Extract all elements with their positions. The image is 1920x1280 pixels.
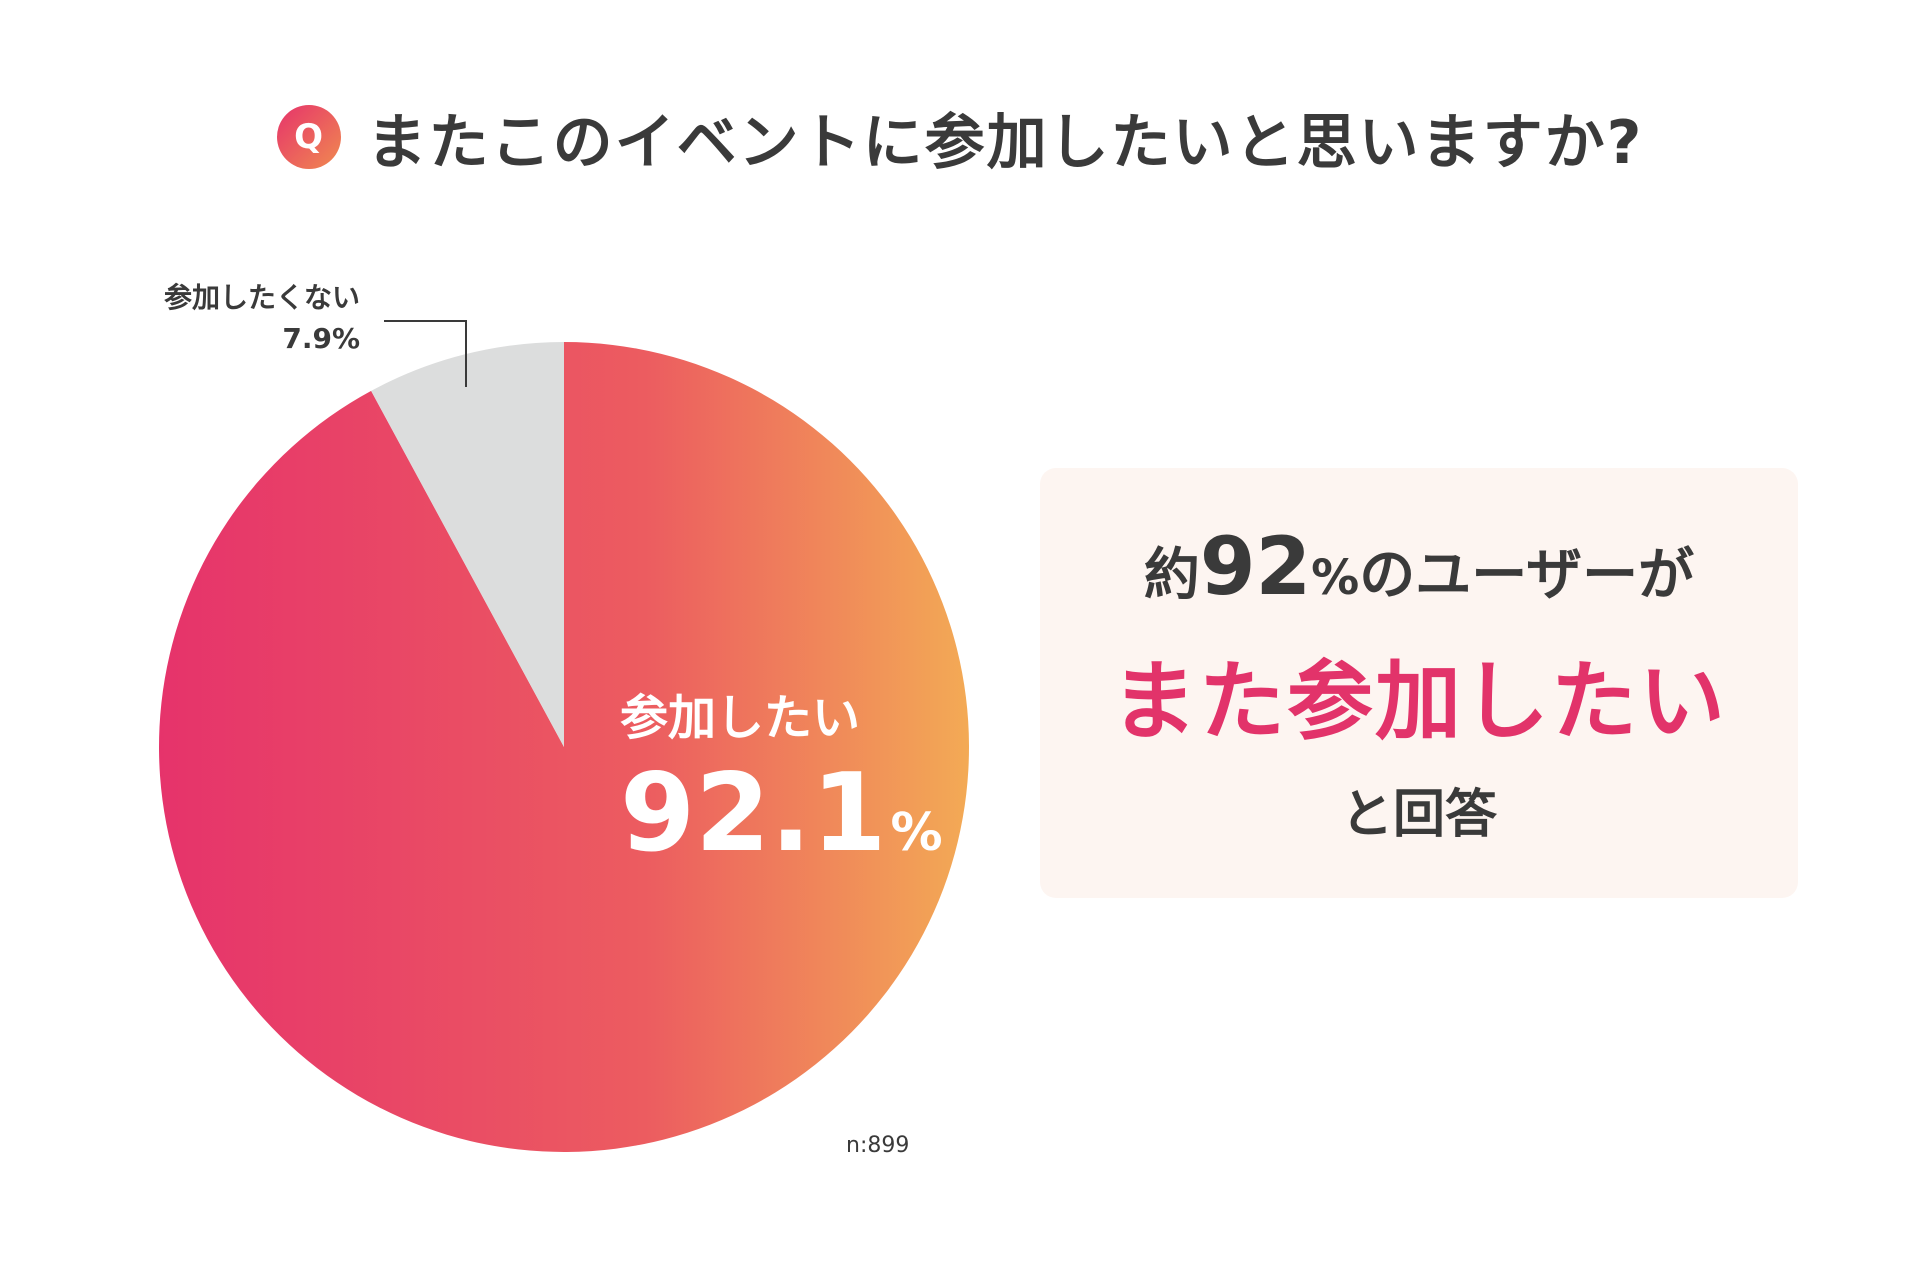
leader-line [384, 320, 467, 387]
main-slice-value: 92.1% [620, 760, 943, 868]
sample-size-label: n:899 [846, 1133, 910, 1158]
main-slice-label: 参加したい 92.1% [620, 678, 943, 868]
main-slice-number: 92.1 [620, 751, 887, 876]
callout-number: 92 [1199, 519, 1312, 613]
summary-callout: 約92%のユーザーが また参加したい と回答 [1040, 468, 1798, 898]
callout-line-1: 約92%のユーザーが [1144, 520, 1694, 613]
callout-highlight: また参加したい [1111, 651, 1727, 752]
main-slice-unit: % [890, 803, 943, 863]
minor-slice-value: 7.9% [282, 321, 360, 355]
pie-slice-sanka-shitakunai [371, 342, 564, 747]
callout-prefix: 約 [1143, 542, 1200, 608]
minor-slice-label: 参加したくない 7.9% [80, 278, 360, 359]
callout-closing: と回答 [1340, 784, 1497, 845]
question-text: またこのイベントに参加したいと思いますか? [366, 107, 1644, 178]
question-header: Q またこのイベントに参加したいと思いますか? [0, 92, 1920, 182]
q-badge-icon: Q [276, 105, 341, 169]
main-slice-name: 参加したい [620, 690, 861, 746]
pie-slice-sanka-shitai [159, 342, 970, 1152]
minor-slice-name: 参加したくない [163, 281, 360, 314]
callout-percent: % [1311, 549, 1360, 606]
callout-suffix: のユーザーが [1359, 542, 1695, 608]
